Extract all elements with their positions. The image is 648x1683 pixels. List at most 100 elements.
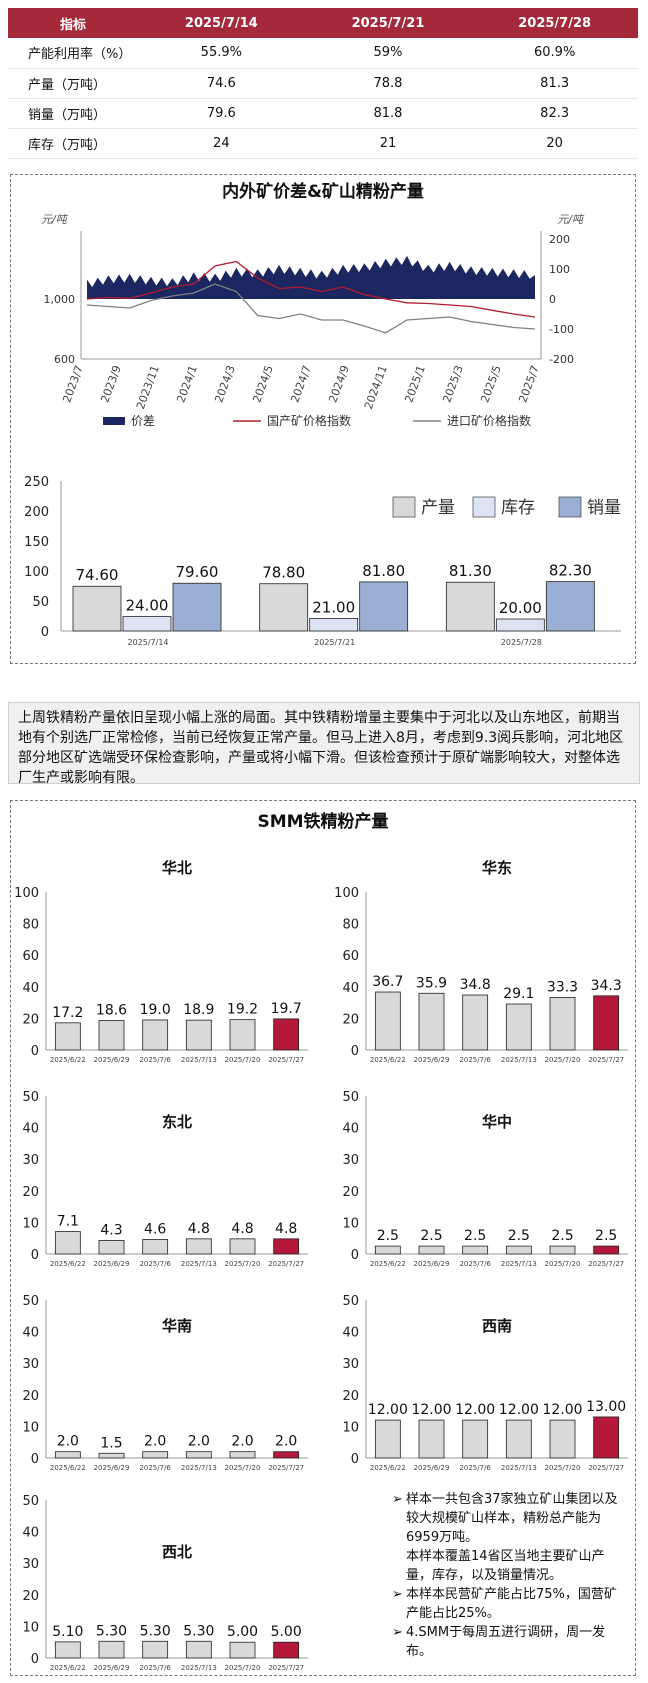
y-tick-right: 200 bbox=[549, 233, 570, 246]
table-cell: 20 bbox=[471, 128, 638, 159]
x-tick-label: 2025/1 bbox=[402, 364, 427, 405]
commentary-box: 上周铁精粉产量依旧呈现小幅上涨的局面。其中铁精粉增量主要集中于河北以及山东地区，… bbox=[8, 702, 640, 786]
bar-value-label: 78.80 bbox=[262, 564, 305, 582]
bar-value-label: 81.30 bbox=[449, 562, 492, 580]
x-tick-label: 2025/3 bbox=[440, 364, 465, 405]
series-line-domestic bbox=[86, 260, 536, 318]
arrow-icon: ➢ bbox=[392, 1492, 403, 1507]
x-tick-label: 2024/1 bbox=[174, 364, 199, 405]
y-tick-left: 1,000 bbox=[44, 293, 76, 306]
summary-header-cell: 2025/7/28 bbox=[471, 8, 638, 38]
panel-title: 内外矿价差&矿山精粉产量 bbox=[222, 182, 424, 202]
series-area-spread bbox=[87, 255, 535, 299]
x-tick-label: 2024/5 bbox=[250, 364, 275, 405]
price-production-panel: 内外矿价差&矿山精粉产量 元/吨 元/吨 600 1,000 200 100 0 -100 -2… bbox=[10, 174, 636, 664]
x-tick-label: 2025/7/14 bbox=[127, 638, 168, 647]
bar-value-label: 79.60 bbox=[176, 563, 219, 581]
y-tick-label: 0 bbox=[41, 625, 49, 640]
bar bbox=[445, 581, 495, 632]
summary-header-row: 指标 2025/7/14 2025/7/21 2025/7/28 bbox=[8, 8, 638, 38]
x-tick-label: 2025/7/21 bbox=[314, 638, 355, 647]
table-cell: 产能利用率（%） bbox=[8, 38, 138, 69]
x-tick-label: 2023/11 bbox=[134, 364, 162, 411]
bar bbox=[359, 581, 409, 632]
note-item: ➢ 本样本民营矿产能占比75%，国营矿产能占比25%。 bbox=[392, 1585, 628, 1623]
table-row: 产量（万吨） 74.6 78.8 81.3 bbox=[8, 68, 638, 99]
y-tick-label: 150 bbox=[24, 535, 49, 550]
x-tick-label: 2025/7 bbox=[516, 364, 541, 405]
note-item: ➢ 4.SMM于每周五进行调研，周一发布。 bbox=[392, 1623, 628, 1661]
legend-swatch bbox=[392, 496, 416, 518]
y-tick-label: 50 bbox=[32, 595, 49, 610]
arrow-icon: ➢ bbox=[392, 1587, 403, 1602]
summary-table: 指标 2025/7/14 2025/7/21 2025/7/28 产能利用率（%… bbox=[8, 8, 638, 159]
table-cell: 库存（万吨） bbox=[8, 128, 138, 159]
table-row: 库存（万吨） 24 21 20 bbox=[8, 128, 638, 159]
summary-header-cell: 指标 bbox=[8, 8, 138, 38]
legend-swatch bbox=[558, 496, 582, 518]
x-tick-label: 2024/7 bbox=[288, 364, 313, 405]
note-text: 本样本民营矿产能占比75%，国营矿产能占比25%。 bbox=[406, 1587, 617, 1621]
bar-value-label: 20.00 bbox=[499, 599, 542, 617]
bar-value-label: 81.80 bbox=[362, 562, 405, 580]
regional-production-panel: SMM铁精粉产量 bbox=[10, 800, 636, 1676]
x-tick-label: 2025/5 bbox=[478, 364, 503, 405]
table-cell: 78.8 bbox=[304, 68, 472, 99]
note-item: ➢ 样本一共包含37家独立矿山集团以及较大规模矿山样本，精粉总产能为6959万吨… bbox=[392, 1490, 628, 1585]
table-cell: 81.3 bbox=[471, 68, 638, 99]
table-cell: 82.3 bbox=[471, 98, 638, 129]
series-line-import bbox=[86, 283, 536, 334]
bar bbox=[495, 618, 545, 632]
x-tick-label: 2023/9 bbox=[98, 364, 123, 405]
y-tick-right: 100 bbox=[549, 263, 570, 276]
note-text: 4.SMM于每周五进行调研，周一发布。 bbox=[406, 1625, 606, 1659]
y-axis-label-left: 元/吨 bbox=[41, 213, 69, 226]
table-cell: 21 bbox=[304, 128, 472, 159]
legend-label: 销量 bbox=[587, 498, 621, 518]
y-tick-right: 0 bbox=[549, 293, 556, 306]
y-tick-label: 200 bbox=[24, 505, 49, 520]
bar bbox=[259, 583, 309, 632]
table-cell: 产量（万吨） bbox=[8, 68, 138, 99]
table-cell: 59% bbox=[304, 38, 472, 69]
table-cell: 74.6 bbox=[138, 68, 305, 99]
x-tick-label: 2024/9 bbox=[326, 364, 351, 405]
legend-label: 价差 bbox=[131, 414, 155, 428]
bar-value-label: 24.00 bbox=[126, 597, 169, 615]
x-tick-label: 2025/7/28 bbox=[501, 638, 542, 647]
bar-value-label: 82.30 bbox=[549, 562, 592, 580]
y-tick-right: -200 bbox=[549, 353, 574, 366]
table-row: 销量（万吨） 79.6 81.8 82.3 bbox=[8, 98, 638, 129]
panel-title: SMM铁精粉产量 bbox=[257, 812, 389, 832]
summary-header-cell: 2025/7/21 bbox=[304, 8, 472, 38]
bar bbox=[122, 616, 172, 632]
table-cell: 60.9% bbox=[471, 38, 638, 69]
note-subtext: 本样本覆盖14省区当地主要矿山产量，库存，以及销量情况。 bbox=[406, 1549, 605, 1583]
commentary-text: 上周铁精粉产量依旧呈现小幅上涨的局面。其中铁精粉增量主要集中于河北以及山东地区，… bbox=[18, 710, 624, 786]
bar bbox=[545, 581, 595, 632]
legend-label: 国产矿价格指数 bbox=[267, 413, 351, 428]
table-cell: 81.8 bbox=[304, 98, 472, 129]
production-bar-chart: 0 50 100 150 200 250 74.60 24.00 79.60 2025/7/14 7… bbox=[24, 475, 621, 647]
bar bbox=[309, 617, 359, 632]
legend-label: 库存 bbox=[501, 498, 535, 518]
y-tick-label: 100 bbox=[24, 565, 49, 580]
bar bbox=[172, 582, 222, 632]
table-row: 产能利用率（%） 55.9% 59% 60.9% bbox=[8, 38, 638, 69]
y-tick-right: -100 bbox=[549, 323, 574, 336]
bar-value-label: 74.60 bbox=[76, 566, 119, 584]
x-tick-label: 2023/7 bbox=[60, 364, 85, 405]
y-tick-label: 250 bbox=[24, 475, 49, 490]
legend-swatch bbox=[472, 496, 496, 518]
legend-label: 进口矿价格指数 bbox=[447, 413, 531, 428]
summary-header-cell: 2025/7/14 bbox=[138, 8, 305, 38]
legend-label: 产量 bbox=[421, 498, 455, 518]
notes-list: ➢ 样本一共包含37家独立矿山集团以及较大规模矿山样本，精粉总产能为6959万吨… bbox=[392, 1490, 628, 1661]
y-axis-label-right: 元/吨 bbox=[557, 213, 585, 226]
table-cell: 24 bbox=[138, 128, 305, 159]
arrow-icon: ➢ bbox=[392, 1625, 403, 1640]
bar bbox=[72, 585, 122, 632]
table-cell: 55.9% bbox=[138, 38, 305, 69]
x-tick-label: 2024/11 bbox=[362, 364, 390, 411]
note-text: 样本一共包含37家独立矿山集团以及较大规模矿山样本，精粉总产能为6959万吨。 bbox=[406, 1492, 618, 1545]
